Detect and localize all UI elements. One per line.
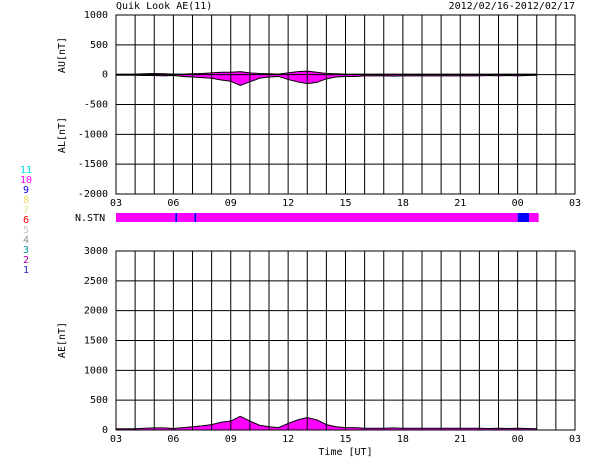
area [116,416,537,430]
y-axis-label: AL[nT] [57,117,68,153]
x-tick-label: 00 [512,434,524,445]
y-tick-label: 0 [102,425,108,436]
x-tick-label: 06 [167,434,179,445]
date-range: 2012/02/16-2012/02/17 [449,1,575,12]
x-tick-label: 09 [225,434,237,445]
legend-label: 3 [23,245,29,256]
y-tick-label: 1500 [84,336,108,347]
x-tick-label: 15 [339,434,351,445]
x-tick-label: 21 [454,434,466,445]
legend-label: 10 [20,175,32,186]
x-tick-label: 09 [225,198,237,209]
legend-label: 9 [23,185,29,196]
x-tick-label: 21 [454,198,466,209]
strip-label: N.STN [75,213,105,224]
area [116,74,537,86]
station-segment [517,213,530,222]
y-tick-label: 1000 [84,10,108,21]
area [116,71,537,75]
x-tick-label: 00 [512,198,524,209]
legend-label: 4 [23,235,29,246]
y-axis-label: AE[nT] [57,322,68,358]
x-tick-label: 18 [397,198,409,209]
plot-frame [115,250,576,431]
y-tick-label: -500 [84,100,108,111]
y-tick-label: 2500 [84,276,108,287]
y-tick-label: 0 [102,70,108,81]
y-tick-label: -1000 [78,129,108,140]
legend-label: 2 [23,255,29,266]
x-tick-label: 12 [282,434,294,445]
x-tick-label: 03 [569,434,581,445]
plot-frame [115,14,576,195]
y-axis-label: AU[nT] [57,37,68,73]
y-tick-label: 1000 [84,365,108,376]
legend-label: 7 [23,205,29,216]
y-tick-label: 3000 [84,246,108,257]
station-segment [529,213,539,222]
station-segment [196,213,518,222]
x-tick-label: 03 [569,198,581,209]
chart-title: Quik Look AE(11) [116,1,212,12]
x-axis-label: Time [UT] [318,447,372,458]
y-tick-label: -1500 [78,159,108,170]
legend-label: 5 [23,225,29,236]
station-segment [116,213,176,222]
y-tick-label: -2000 [78,189,108,200]
station-segment [177,213,195,222]
y-tick-label: 2000 [84,306,108,317]
station-segment [175,213,178,222]
x-tick-label: 15 [339,198,351,209]
y-tick-label: 500 [90,40,108,51]
station-segment [194,213,197,222]
legend-label: 6 [23,215,29,226]
legend-label: 11 [20,165,32,176]
x-tick-label: 03 [110,198,122,209]
x-tick-label: 18 [397,434,409,445]
legend-label: 8 [23,195,29,206]
legend-label: 1 [23,265,29,276]
x-tick-label: 03 [110,434,122,445]
x-tick-label: 12 [282,198,294,209]
x-tick-label: 06 [167,198,179,209]
y-tick-label: 500 [90,395,108,406]
